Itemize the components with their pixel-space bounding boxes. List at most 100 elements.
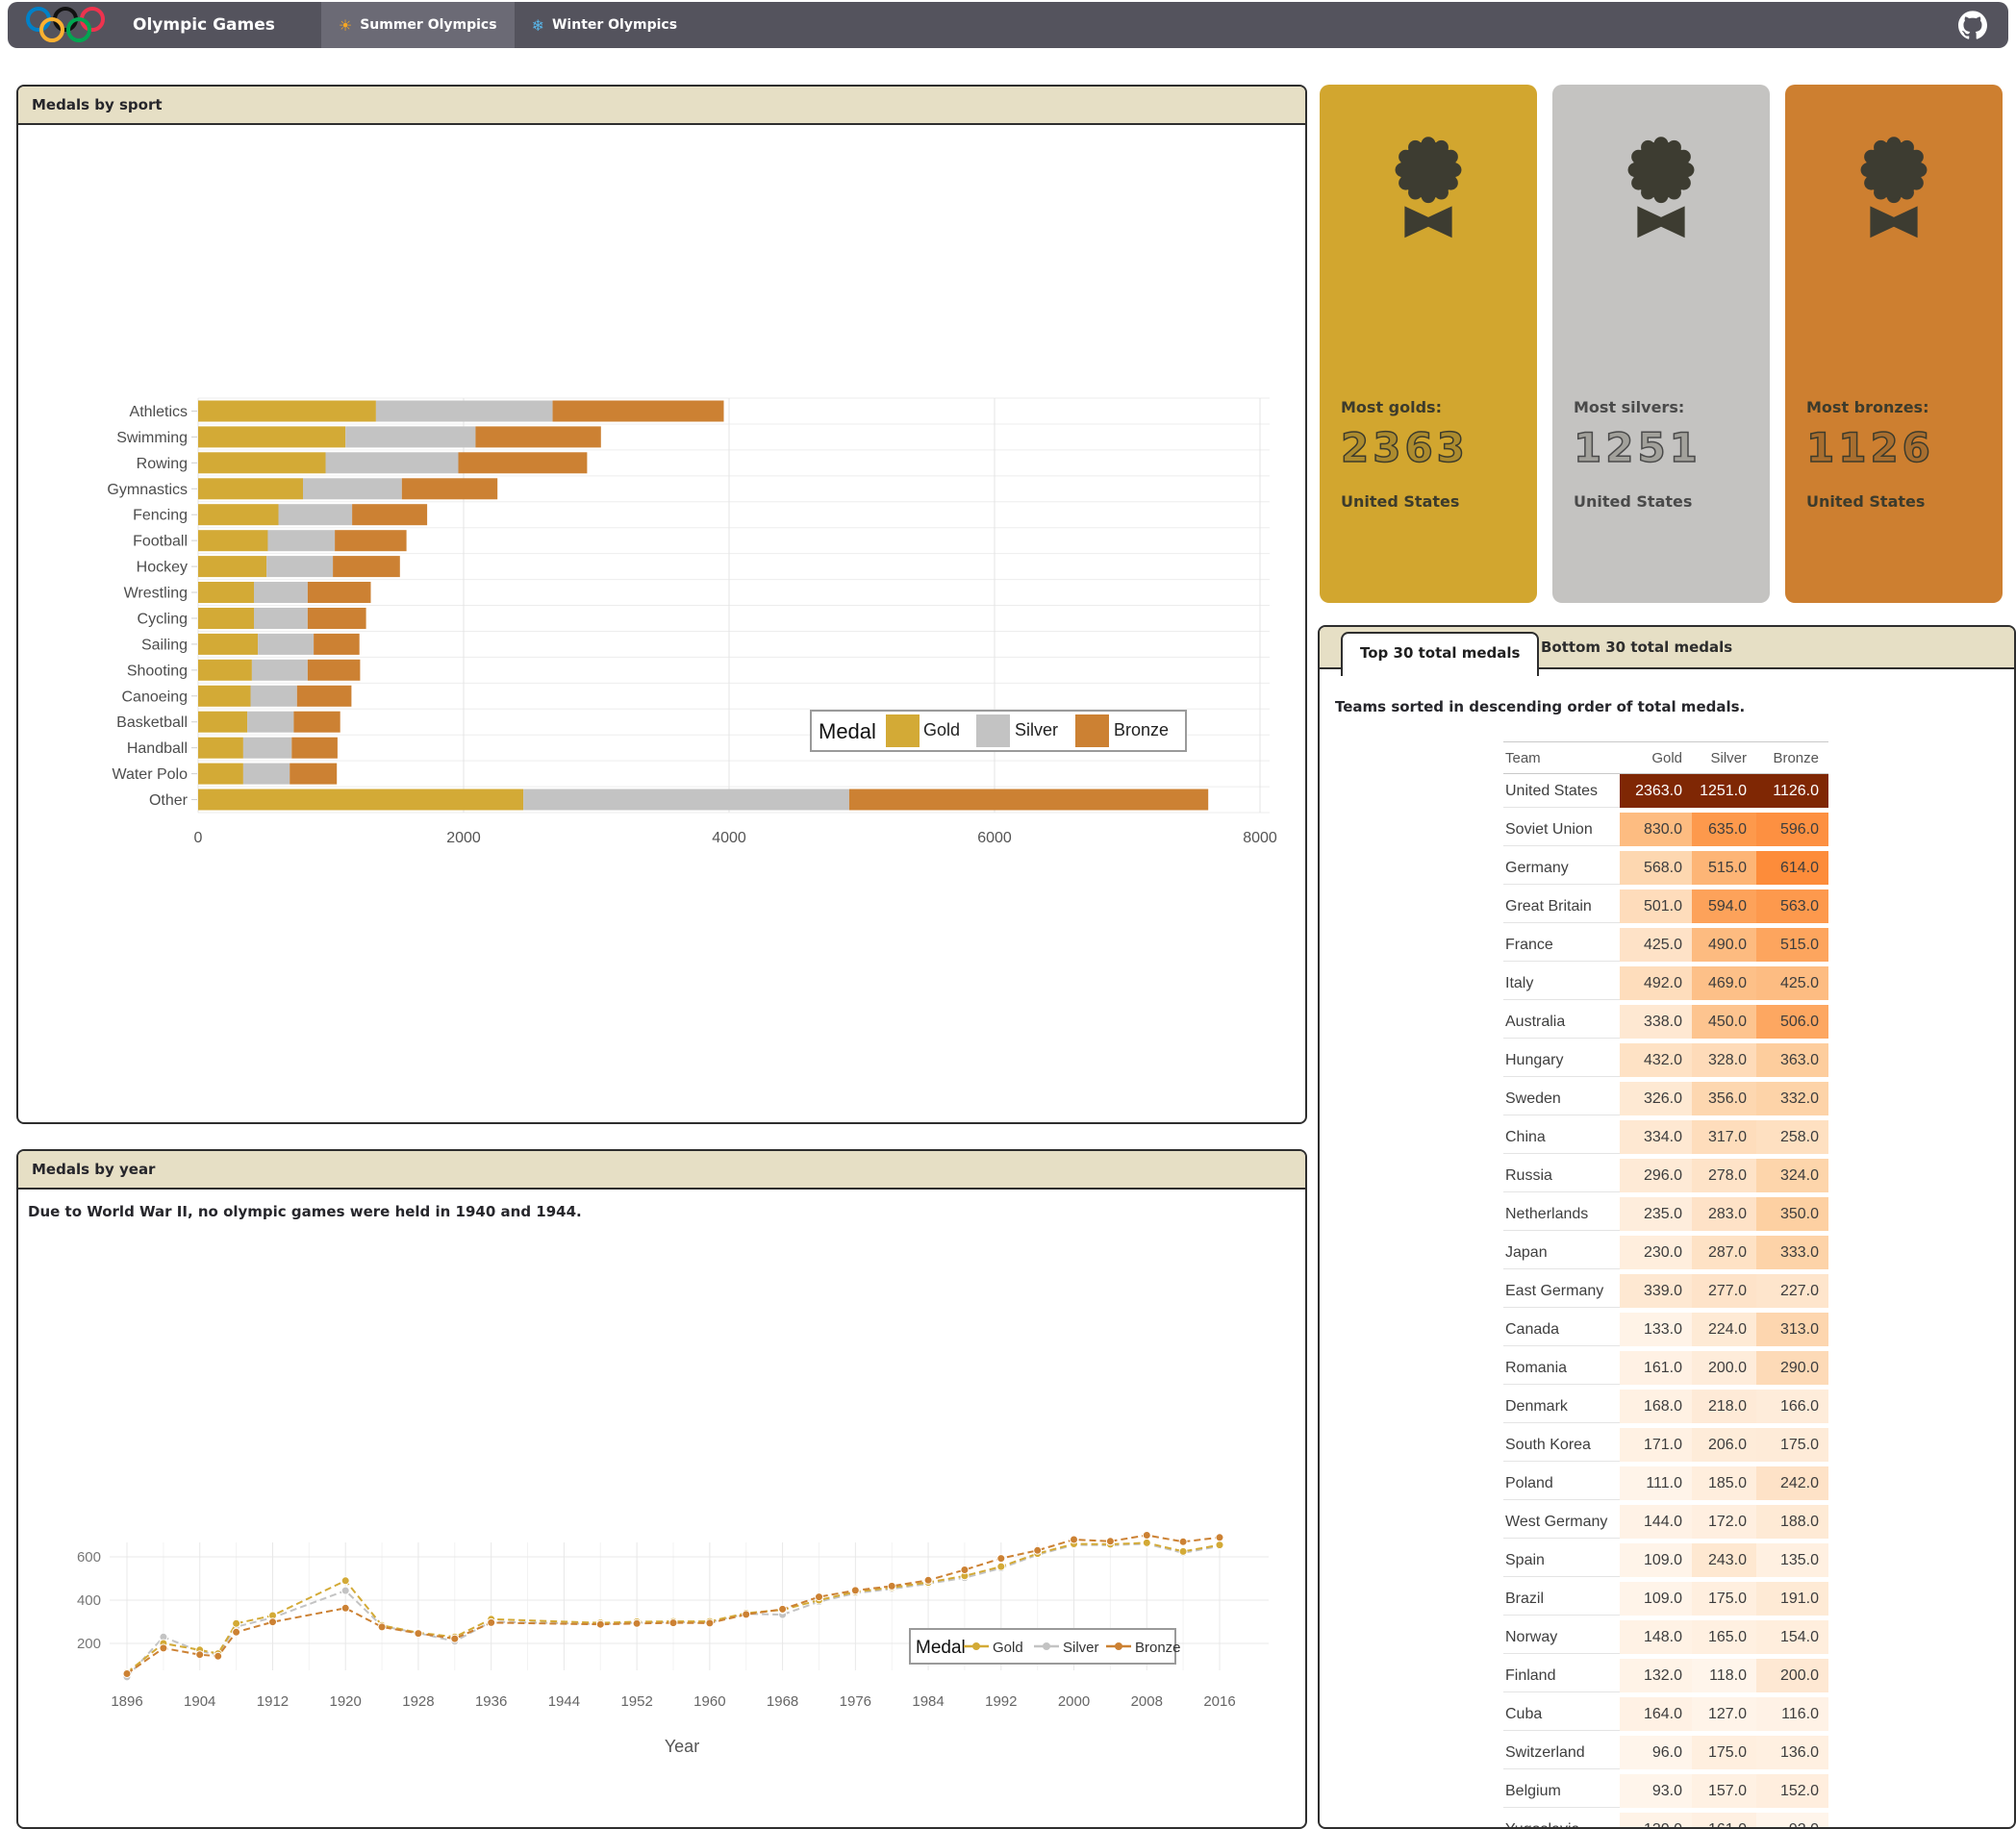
medal-count-cell: 166.0 — [1756, 1390, 1828, 1428]
app-title: Olympic Games — [133, 15, 275, 35]
medals-by-sport-chart: 0 2000 4000 6000 8000 Athletics Swimming Rowing… — [18, 125, 1305, 1122]
most-silvers-card: Most silvers: 1251 United States — [1552, 85, 1770, 603]
svg-text:Other: Other — [149, 792, 189, 809]
svg-text:Bronze: Bronze — [1114, 720, 1169, 739]
data-point — [487, 1617, 496, 1627]
medal-count-cell: 130.0 — [1620, 1813, 1692, 1827]
svg-text:1984: 1984 — [912, 1693, 944, 1710]
team-cell: Soviet Union — [1503, 813, 1620, 851]
svg-text:Gymnastics: Gymnastics — [107, 482, 188, 498]
svg-text:Bronze: Bronze — [1135, 1640, 1181, 1656]
bar-segment — [198, 659, 252, 681]
medal-count-cell: 96.0 — [1620, 1736, 1692, 1774]
most-silvers-label: Most silvers: — [1574, 398, 1685, 416]
snowflake-icon: ❄ — [531, 15, 544, 35]
data-point — [340, 1576, 350, 1586]
table-row: Brazil 109.0 175.0 191.0 — [1503, 1582, 1828, 1620]
data-point — [1142, 1538, 1151, 1547]
table-row: Netherlands 235.0 283.0 350.0 — [1503, 1197, 1828, 1236]
bar-segment — [254, 582, 308, 603]
medal-count-cell: 218.0 — [1692, 1390, 1756, 1428]
medal-count-cell: 144.0 — [1620, 1505, 1692, 1543]
medal-count-cell: 109.0 — [1620, 1582, 1692, 1620]
sun-icon: ☀ — [338, 15, 353, 35]
team-cell: Poland — [1503, 1466, 1620, 1505]
data-point — [996, 1554, 1006, 1564]
medals-by-sport-header: Medals by sport — [18, 87, 1305, 125]
table-row: Great Britain 501.0 594.0 563.0 — [1503, 889, 1828, 928]
medal-count-cell: 356.0 — [1692, 1082, 1756, 1120]
data-point — [268, 1617, 277, 1627]
data-point — [1070, 1535, 1078, 1544]
medal-count-cell: 506.0 — [1756, 1005, 1828, 1043]
table-row: Norway 148.0 165.0 154.0 — [1503, 1620, 1828, 1659]
bar-segment — [267, 530, 336, 552]
github-link[interactable] — [1958, 11, 1987, 39]
data-point — [340, 1586, 350, 1595]
medal-count-cell: 200.0 — [1756, 1659, 1828, 1697]
svg-text:Silver: Silver — [1063, 1640, 1099, 1656]
svg-text:1944: 1944 — [548, 1693, 580, 1710]
navbar: Olympic Games ☀ Summer Olympics ❄ Winter… — [8, 2, 2008, 48]
table-row: Canada 133.0 224.0 313.0 — [1503, 1313, 1828, 1351]
team-cell: Russia — [1503, 1159, 1620, 1197]
medal-count-cell: 515.0 — [1756, 928, 1828, 966]
svg-text:600: 600 — [77, 1549, 101, 1566]
medal-count-cell: 164.0 — [1620, 1697, 1692, 1736]
table-row: Hungary 432.0 328.0 363.0 — [1503, 1043, 1828, 1082]
tab-top-30[interactable]: Top 30 total medals — [1341, 632, 1540, 676]
table-row: Denmark 168.0 218.0 166.0 — [1503, 1390, 1828, 1428]
bar-segment — [198, 582, 254, 603]
medal-count-cell: 116.0 — [1756, 1697, 1828, 1736]
svg-text:0: 0 — [194, 830, 203, 846]
table-row: Italy 492.0 469.0 425.0 — [1503, 966, 1828, 1005]
table-row: Sweden 326.0 356.0 332.0 — [1503, 1082, 1828, 1120]
bar-segment — [523, 789, 849, 811]
medal-count-cell: 313.0 — [1756, 1313, 1828, 1351]
medal-count-cell: 230.0 — [1620, 1236, 1692, 1274]
svg-text:1920: 1920 — [330, 1693, 362, 1710]
medal-count-cell: 290.0 — [1756, 1351, 1828, 1390]
line-chart-svg: 200 400 600 1896 1904 1912 1920 1928 1936 1944 195… — [77, 1531, 1269, 1756]
medal-count-cell: 161.0 — [1620, 1351, 1692, 1390]
svg-text:Medal: Medal — [916, 1638, 966, 1658]
medal-count-cell: 171.0 — [1620, 1428, 1692, 1466]
medal-count-cell: 175.0 — [1756, 1428, 1828, 1466]
tab-winter-label: Winter Olympics — [551, 17, 678, 33]
tab-bottom-30[interactable]: Bottom 30 total medals — [1541, 639, 1733, 656]
most-golds-meta: Most golds: 2363 United States — [1320, 398, 1537, 603]
team-cell: Spain — [1503, 1543, 1620, 1582]
bar-segment — [333, 556, 400, 578]
data-point — [887, 1581, 896, 1591]
medal-count-cell: 296.0 — [1620, 1159, 1692, 1197]
medal-count-cell: 127.0 — [1692, 1697, 1756, 1736]
team-cell: United States — [1503, 774, 1620, 813]
svg-text:Handball: Handball — [127, 740, 188, 757]
medals-by-sport-panel: Medals by sport 0 2000 4000 6000 8000 Athleti… — [16, 85, 1307, 1124]
bar-segment — [458, 452, 588, 474]
line-series-silver — [126, 1542, 1221, 1678]
most-silvers-team: United States — [1574, 492, 1693, 511]
bar-segment — [198, 556, 267, 578]
tab-summer-olympics[interactable]: ☀ Summer Olympics — [320, 2, 515, 48]
bar-segment — [401, 478, 498, 500]
medal-count-cell: 614.0 — [1756, 851, 1828, 889]
data-point — [232, 1627, 241, 1637]
medal-count-cell: 227.0 — [1756, 1274, 1828, 1313]
team-cell: Germany — [1503, 851, 1620, 889]
tab-winter-olympics[interactable]: ❄ Winter Olympics — [515, 2, 694, 48]
medal-count-cell: 109.0 — [1620, 1543, 1692, 1582]
table-row: Cuba 164.0 127.0 116.0 — [1503, 1697, 1828, 1736]
most-bronzes-meta: Most bronzes: 1126 United States — [1785, 398, 2003, 603]
data-point — [1142, 1531, 1151, 1540]
data-point — [122, 1669, 132, 1678]
svg-text:1960: 1960 — [693, 1693, 725, 1710]
bar-segment — [198, 633, 259, 655]
data-point — [705, 1618, 715, 1628]
data-point — [1105, 1537, 1115, 1546]
most-silvers-value: 1251 — [1573, 423, 1701, 472]
bar-segment — [198, 478, 303, 500]
svg-text:1952: 1952 — [620, 1693, 652, 1710]
bar-segment — [335, 530, 407, 552]
svg-text:Hockey: Hockey — [137, 560, 188, 576]
